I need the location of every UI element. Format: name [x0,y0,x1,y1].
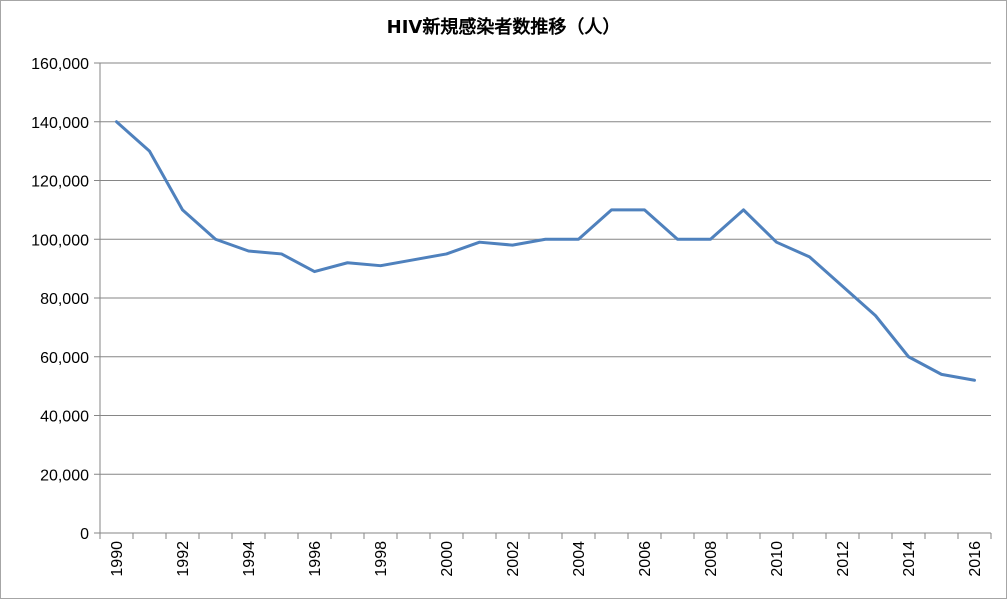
x-tick-label: 1994 [241,541,258,577]
data-point [841,285,844,288]
y-tick-label: 40,000 [40,409,89,426]
y-tick-label: 160,000 [31,56,89,73]
x-tick-label: 2012 [835,541,852,577]
data-point [247,250,250,253]
y-tick-label: 120,000 [31,174,89,191]
x-tick-label: 2004 [571,541,588,577]
data-point [313,270,316,273]
data-point [907,355,910,358]
x-tick-label: 2016 [967,541,984,577]
data-point [742,208,745,211]
data-point [973,379,976,382]
x-tick-label: 1996 [307,541,324,577]
data-point [577,238,580,241]
x-tick-label: 1990 [109,541,126,577]
data-point [280,252,283,255]
data-point [346,261,349,264]
data-point [214,238,217,241]
x-tick-label: 2006 [637,541,654,577]
data-point [775,241,778,244]
y-tick-label: 60,000 [40,350,89,367]
data-point [709,238,712,241]
data-point [610,208,613,211]
x-tick-label: 1998 [373,541,390,577]
y-tick-label: 80,000 [40,291,89,308]
data-point [115,120,118,123]
y-tick-label: 100,000 [31,232,89,249]
data-point [643,208,646,211]
data-point [808,255,811,258]
data-point [412,258,415,261]
data-point [874,314,877,317]
data-point [148,150,151,153]
x-tick-label: 1992 [175,541,192,577]
data-point [181,208,184,211]
x-tick-label: 2000 [439,541,456,577]
series-line [115,120,976,382]
chart-title: HIV新規感染者数推移（人） [386,17,621,38]
data-point [940,373,943,376]
data-point [511,244,514,247]
y-tick-label: 140,000 [31,115,89,132]
x-tick-label: 2014 [901,541,918,577]
y-tick-label: 20,000 [40,467,89,484]
x-tick-label: 2002 [505,541,522,577]
x-tick-label: 2010 [769,541,786,577]
y-tick-label: 0 [80,526,89,543]
data-point [379,264,382,267]
x-tick-label: 2008 [703,541,720,577]
data-point [445,252,448,255]
data-point [478,241,481,244]
data-point [544,238,547,241]
data-point [676,238,679,241]
